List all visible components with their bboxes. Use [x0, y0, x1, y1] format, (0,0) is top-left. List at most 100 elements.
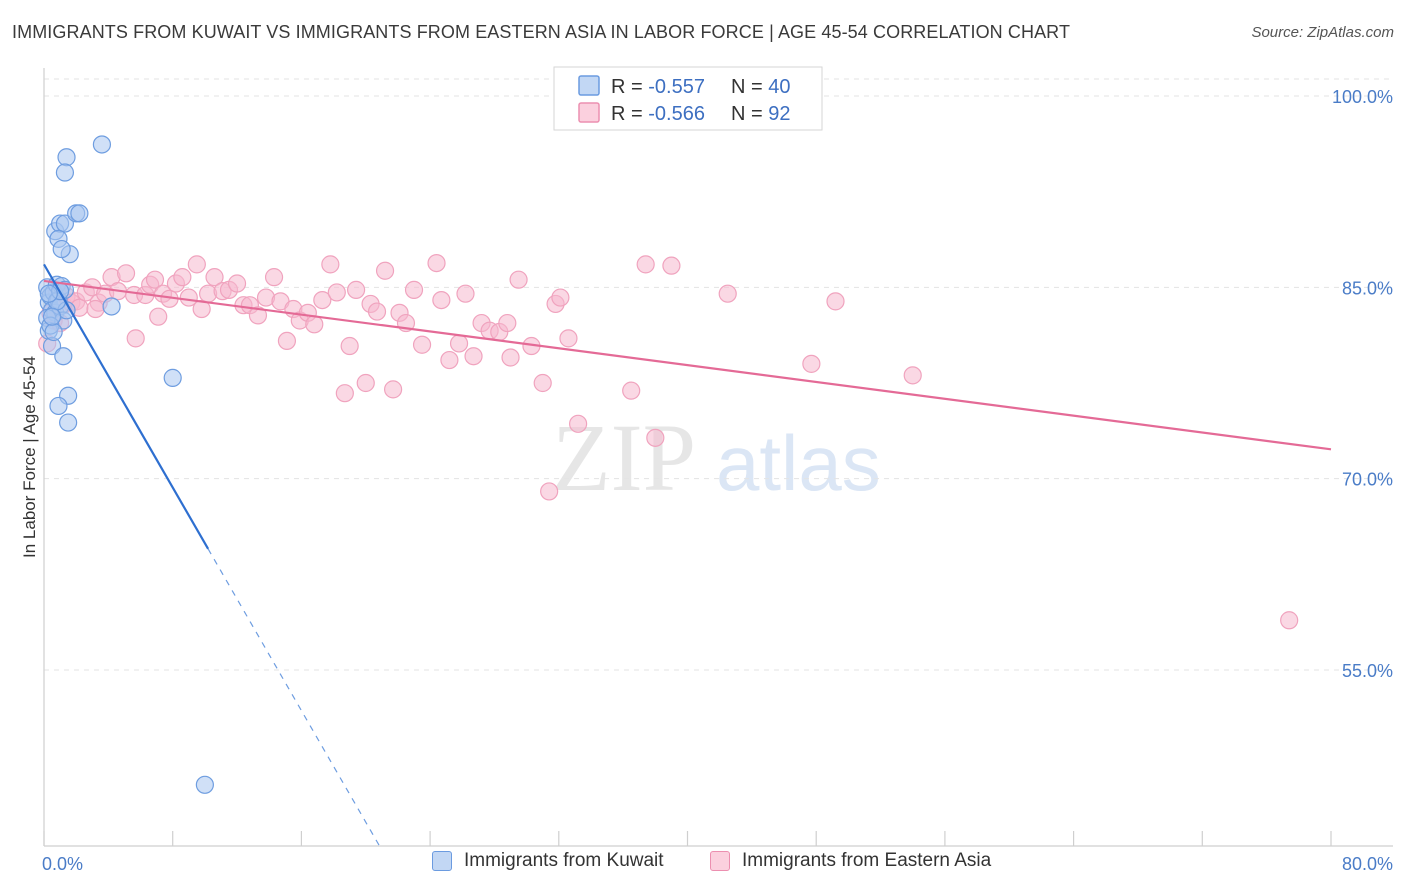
eastasia-point — [86, 299, 105, 319]
kuwait-point — [55, 163, 75, 182]
legend-r-value-2: -0.566 — [648, 103, 705, 125]
svg-text:R = -0.557: R = -0.557 — [611, 76, 705, 98]
eastasia-point — [340, 336, 359, 356]
kuwait-point — [102, 297, 121, 316]
legend-swatch-eastasia — [578, 102, 600, 123]
eastasia-point — [277, 331, 297, 351]
legend-n-label-1: N = — [731, 76, 768, 98]
grid-lines — [44, 78, 1393, 671]
eastasia-point — [356, 373, 375, 393]
legend-r-label-1: R = — [611, 76, 648, 98]
watermark: ZIP atlas — [552, 404, 881, 511]
eastasia-point — [149, 307, 168, 326]
kuwait-trend-extension — [207, 548, 383, 851]
svg-text:R = -0.566: R = -0.566 — [611, 103, 705, 125]
kuwait-point — [70, 204, 89, 223]
eastasia-point — [305, 315, 324, 334]
stats-legend: R = -0.557 N = 40 R = -0.566 N = 92 — [553, 66, 823, 131]
watermark-atlas: atlas — [716, 419, 881, 507]
eastasia-point — [346, 280, 366, 299]
eastasia-point — [126, 329, 145, 348]
legend-n-value-1: 40 — [768, 76, 790, 98]
kuwait-points — [38, 135, 214, 794]
kuwait-point — [57, 148, 76, 167]
eastasia-point — [432, 290, 451, 310]
legend-n-value-2: 92 — [768, 103, 790, 125]
y-tick-label: 85.0% — [1342, 278, 1393, 298]
eastasia-point — [498, 313, 517, 333]
eastasia-point — [367, 302, 387, 321]
y-tick-label: 55.0% — [1342, 661, 1393, 681]
kuwait-point — [59, 413, 78, 432]
kuwait-trend-line — [43, 263, 210, 550]
legend-r-value-1: -0.557 — [648, 76, 705, 98]
eastasia-point — [327, 283, 346, 302]
eastasia-point — [533, 373, 552, 393]
eastasia-trend-line — [43, 279, 1332, 451]
kuwait-point — [163, 368, 182, 387]
eastasia-point — [501, 348, 520, 367]
eastasia-point — [456, 284, 475, 303]
eastasia-point — [383, 380, 403, 399]
eastasia-point — [427, 253, 446, 273]
chart-title: IMMIGRANTS FROM KUWAIT VS IMMIGRANTS FRO… — [12, 22, 1071, 42]
x-max-label: 80.0% — [1342, 854, 1393, 874]
eastasia-point — [412, 335, 432, 354]
eastasia-point — [313, 290, 332, 310]
kuwait-point — [39, 284, 58, 303]
eastasia-point — [440, 350, 459, 370]
eastasia-point — [404, 280, 424, 299]
y-tick-labels: 55.0% 70.0% 85.0% 100.0% — [1332, 87, 1393, 681]
eastasia-point — [145, 270, 165, 289]
eastasia-point — [321, 255, 340, 274]
eastasia-point — [802, 354, 821, 373]
kuwait-point — [54, 347, 73, 366]
eastasia-point — [622, 381, 641, 400]
y-tick-label: 100.0% — [1332, 87, 1393, 107]
eastasia-point — [248, 306, 268, 325]
eastasia-point — [335, 384, 354, 403]
eastasia-point — [1280, 611, 1299, 630]
kuwait-point — [52, 239, 71, 259]
eastasia-point — [187, 255, 206, 274]
x-min-label: 0.0% — [42, 854, 83, 874]
svg-text:N = 92: N = 92 — [731, 103, 791, 125]
eastasia-point — [540, 482, 559, 501]
eastasia-point — [646, 428, 665, 447]
eastasia-point — [449, 334, 469, 353]
kuwait-point — [44, 322, 63, 342]
kuwait-point — [42, 307, 62, 326]
eastasia-point — [179, 288, 198, 307]
eastasia-point — [375, 261, 395, 280]
kuwait-point — [55, 214, 75, 233]
eastasia-point — [569, 414, 588, 433]
legend-label-kuwait: Immigrants from Kuwait — [464, 850, 664, 871]
trend-lines — [43, 263, 1332, 851]
kuwait-swatch-icon — [432, 851, 452, 871]
eastasia-point — [636, 255, 655, 274]
source-credit: Source: ZipAtlas.com — [1251, 24, 1394, 41]
eastasia-point — [826, 292, 845, 311]
legend-swatch-kuwait — [578, 75, 600, 96]
x-ticks — [43, 831, 1332, 846]
eastasia-point — [551, 288, 570, 307]
eastasia-point — [662, 256, 681, 275]
eastasia-point — [116, 264, 136, 283]
eastasia-swatch-icon — [710, 851, 730, 871]
eastasia-point — [464, 347, 483, 366]
eastasia-point — [264, 268, 284, 287]
legend-n-label-2: N = — [731, 103, 768, 125]
eastasia-point — [903, 366, 922, 385]
kuwait-point — [195, 775, 214, 794]
kuwait-point — [49, 396, 68, 416]
legend-item-kuwait[interactable]: Immigrants from Kuwait — [432, 850, 664, 872]
y-axis-title: In Labor Force | Age 45-54 — [20, 356, 39, 558]
eastasia-point — [205, 268, 224, 287]
eastasia-point — [509, 270, 528, 289]
eastasia-point — [718, 284, 737, 303]
eastasia-points — [38, 253, 1299, 630]
legend-label-eastasia: Immigrants from Eastern Asia — [742, 850, 992, 871]
kuwait-point — [92, 135, 112, 154]
legend-item-eastasia[interactable]: Immigrants from Eastern Asia — [710, 850, 991, 872]
